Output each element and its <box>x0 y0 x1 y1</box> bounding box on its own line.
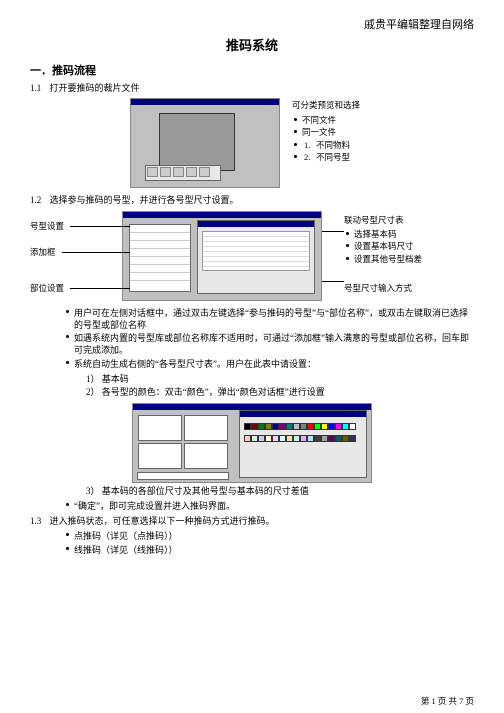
body-bullets-b: “确定”，即可完成设置并进入推码界面。 <box>64 500 474 512</box>
step-text: 选择参与推码的号型，并进行各号型尺寸设置。 <box>50 195 239 205</box>
color-swatch <box>272 435 279 442</box>
color-swatch <box>272 423 279 430</box>
bullet-item: 如遇系统内置的号型库或部位名称库不适用时，可通过“添加框”输入满意的号型或部位名… <box>64 332 474 356</box>
annotation-item: 同一文件 <box>292 127 400 138</box>
figure-3-wrap <box>132 403 372 483</box>
color-swatch <box>342 435 349 442</box>
callout-label: 添加框 <box>30 247 56 258</box>
color-swatch <box>307 423 314 430</box>
bullet-item: 用户可在左侧对话框中，通过双击左键选择“参与推码的号型”与“部位名称”，或双击左… <box>64 307 474 331</box>
figure-3 <box>132 403 372 483</box>
color-swatch <box>349 435 356 442</box>
page-footer: 第 1 页 共 7 页 <box>421 696 474 707</box>
annotation-lower: 号型尺寸输入方式 <box>344 283 450 294</box>
color-palette <box>244 421 362 473</box>
annotation-item: 设置其他号型档差 <box>344 254 450 265</box>
left-boxes <box>137 414 233 478</box>
color-swatch <box>258 423 265 430</box>
color-swatch <box>286 423 293 430</box>
figure-1-wrap: 可分类预览和选择 不同文件 同一文件 1.不同物料 2.不同号型 <box>130 98 400 188</box>
color-swatch <box>293 423 300 430</box>
step-num: 1.1 <box>30 83 41 93</box>
color-swatch <box>279 423 286 430</box>
doc-title: 推码系统 <box>30 37 474 55</box>
color-swatch <box>265 435 272 442</box>
color-swatch <box>321 423 328 430</box>
step-1-1: 1.1 打开要推码的裁片文件 <box>30 82 474 94</box>
color-swatch <box>300 423 307 430</box>
window-titlebar <box>131 99 279 105</box>
right-panel <box>197 220 315 294</box>
color-swatch <box>321 435 328 442</box>
sub-item: 3） 基本码的各部位尺寸及其他号型与基本码的尺寸差值 <box>86 485 474 497</box>
color-swatch <box>265 423 272 430</box>
body-bullets-c: 点推码（详见（点推码）） 线推码（详见（线推码）） <box>64 530 474 556</box>
step-1-3: 1.3 进入推码状态，可任意选择以下一种推码方式进行推码。 <box>30 515 474 527</box>
color-swatch <box>258 435 265 442</box>
color-swatch <box>300 435 307 442</box>
color-swatch <box>314 423 321 430</box>
section-heading: 一．推码流程 <box>30 64 474 79</box>
bullet-item: 系统自动生成右侧的“各号型尺寸表”。用户在此表中请设置： <box>64 358 474 370</box>
color-swatch <box>279 435 286 442</box>
color-swatch <box>251 423 258 430</box>
sub-item: 2） 各号型的颜色：双击“颜色”，弹出“颜色对话框”进行设置 <box>86 386 474 398</box>
leader-line <box>322 231 344 232</box>
body-bullets-a: 用户可在左侧对话框中，通过双击左键选择“参与推码的号型”与“部位名称”，或双击左… <box>64 307 474 371</box>
bullet-item: “确定”，即可完成设置并进入推码界面。 <box>64 500 474 512</box>
bullet-item: 点推码（详见（点推码）） <box>64 530 474 542</box>
left-panel <box>129 224 191 292</box>
color-swatch <box>251 435 258 442</box>
color-swatch <box>244 435 251 442</box>
figure-1 <box>130 98 280 188</box>
color-swatch <box>307 435 314 442</box>
annotation-caption: 可分类预览和选择 <box>292 100 400 111</box>
color-swatch <box>286 435 293 442</box>
window-titlebar <box>123 212 321 218</box>
callout-label: 部位设置 <box>30 283 64 294</box>
step-1-2: 1.2 选择参与推码的号型，并进行各号型尺寸设置。 <box>30 194 474 206</box>
color-swatch <box>328 435 335 442</box>
color-swatch <box>335 423 342 430</box>
figure-2-annotation: 联动号型尺寸表 选择基本码 设置基本码尺寸 设置其他号型档差 号型尺寸输入方式 <box>344 215 450 295</box>
figure-1-annotation: 可分类预览和选择 不同文件 同一文件 1.不同物料 2.不同号型 <box>292 100 400 164</box>
color-swatch <box>293 435 300 442</box>
step-num: 1.3 <box>30 516 41 526</box>
annotation-item: 设置基本码尺寸 <box>344 241 450 252</box>
size-grid <box>202 231 310 271</box>
thumbnail-bar <box>145 165 221 181</box>
bullet-item: 线推码（详见（线推码）） <box>64 544 474 556</box>
step-num: 1.2 <box>30 195 41 205</box>
leader-line <box>322 281 344 282</box>
preview-pane <box>159 113 235 171</box>
color-swatch <box>244 423 251 430</box>
annotation-subitem: 2.不同号型 <box>292 152 400 163</box>
color-swatch <box>328 423 335 430</box>
color-swatch <box>314 435 321 442</box>
color-dialog <box>239 410 367 478</box>
color-swatch <box>349 423 356 430</box>
figure-2-wrap: 号型设置 添加框 部位设置 联动号型尺寸表 选择基本码 设置基本码尺寸 设置其他… <box>30 211 450 301</box>
annotation-item: 选择基本码 <box>344 229 450 240</box>
annotation-subitem: 1.不同物料 <box>292 140 400 151</box>
annotation-caption: 联动号型尺寸表 <box>344 215 450 226</box>
header-credit: 戚贵平编辑整理自网络 <box>30 18 474 33</box>
callout-label: 号型设置 <box>30 221 64 232</box>
step-text: 进入推码状态，可任意选择以下一种推码方式进行推码。 <box>50 516 275 526</box>
color-swatch <box>342 423 349 430</box>
sub-item: 1） 基本码 <box>86 373 474 385</box>
figure-2 <box>122 211 322 301</box>
color-swatch <box>335 435 342 442</box>
step-text: 打开要推码的裁片文件 <box>50 83 140 93</box>
annotation-item: 不同文件 <box>292 115 400 126</box>
